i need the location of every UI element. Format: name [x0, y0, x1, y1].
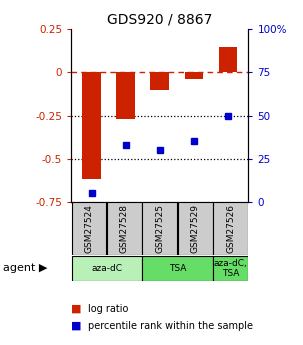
Text: GSM27525: GSM27525 — [155, 204, 164, 253]
Text: aza-dC: aza-dC — [91, 264, 122, 273]
Text: ■: ■ — [71, 321, 82, 331]
Bar — [116, 72, 135, 119]
Text: log ratio: log ratio — [88, 304, 128, 314]
Text: GSM27524: GSM27524 — [85, 204, 93, 253]
Bar — [82, 72, 101, 179]
Title: GDS920 / 8867: GDS920 / 8867 — [107, 13, 212, 27]
Text: ■: ■ — [71, 304, 82, 314]
Bar — [151, 72, 169, 90]
Text: agent ▶: agent ▶ — [3, 263, 47, 273]
Text: GSM27529: GSM27529 — [191, 204, 200, 253]
Bar — [142, 203, 177, 255]
Text: TSA: TSA — [169, 264, 186, 273]
Bar — [178, 203, 213, 255]
Text: percentile rank within the sample: percentile rank within the sample — [88, 321, 253, 331]
Bar — [213, 256, 248, 281]
Text: GSM27528: GSM27528 — [120, 204, 129, 253]
Bar — [107, 203, 142, 255]
Bar — [213, 203, 248, 255]
Text: GSM27526: GSM27526 — [226, 204, 235, 253]
Bar — [72, 256, 142, 281]
Bar — [142, 256, 213, 281]
Text: aza-dC,
TSA: aza-dC, TSA — [214, 258, 248, 278]
Bar — [72, 203, 106, 255]
Bar — [185, 72, 203, 79]
Bar — [219, 47, 237, 72]
